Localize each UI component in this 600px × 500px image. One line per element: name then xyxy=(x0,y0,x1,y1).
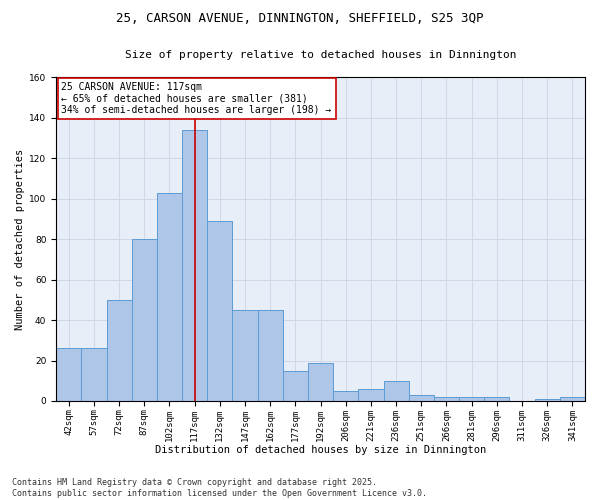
Bar xyxy=(409,395,434,401)
Bar xyxy=(560,397,585,401)
Bar xyxy=(56,348,82,401)
Text: 25, CARSON AVENUE, DINNINGTON, SHEFFIELD, S25 3QP: 25, CARSON AVENUE, DINNINGTON, SHEFFIELD… xyxy=(116,12,484,26)
Title: Size of property relative to detached houses in Dinnington: Size of property relative to detached ho… xyxy=(125,50,517,60)
Bar xyxy=(484,397,509,401)
Bar xyxy=(107,300,131,401)
Bar xyxy=(283,370,308,401)
X-axis label: Distribution of detached houses by size in Dinnington: Distribution of detached houses by size … xyxy=(155,445,486,455)
Y-axis label: Number of detached properties: Number of detached properties xyxy=(15,148,25,330)
Bar xyxy=(207,221,232,401)
Text: 25 CARSON AVENUE: 117sqm
← 65% of detached houses are smaller (381)
34% of semi-: 25 CARSON AVENUE: 117sqm ← 65% of detach… xyxy=(61,82,332,116)
Bar xyxy=(232,310,257,401)
Bar xyxy=(82,348,107,401)
Bar xyxy=(434,397,459,401)
Bar xyxy=(459,397,484,401)
Bar xyxy=(383,380,409,401)
Bar xyxy=(182,130,207,401)
Bar xyxy=(257,310,283,401)
Bar xyxy=(308,362,333,401)
Text: Contains HM Land Registry data © Crown copyright and database right 2025.
Contai: Contains HM Land Registry data © Crown c… xyxy=(12,478,427,498)
Bar xyxy=(358,389,383,401)
Bar xyxy=(131,239,157,401)
Bar xyxy=(535,399,560,401)
Bar xyxy=(157,192,182,401)
Bar xyxy=(333,391,358,401)
